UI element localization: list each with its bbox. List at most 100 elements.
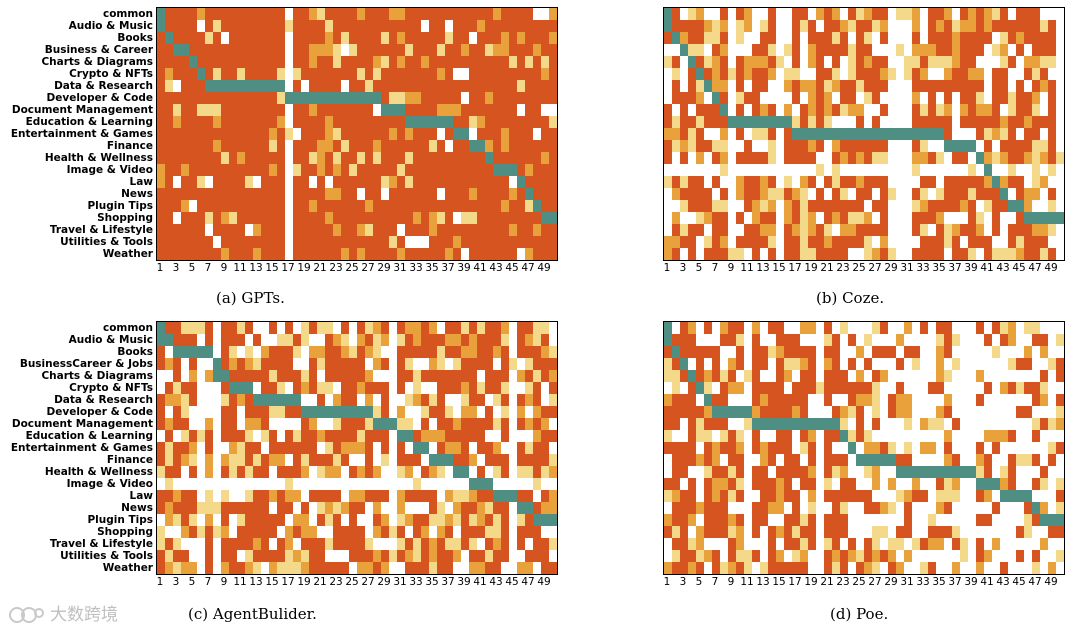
heatmap-cell [1024,526,1033,539]
heatmap-cell [1008,20,1017,33]
heatmap-cell [229,478,238,491]
heatmap-cell [381,212,390,225]
heatmap-cell [672,140,681,153]
heatmap-cell [672,104,681,117]
heatmap-cell [277,200,286,213]
heatmap-cell [792,140,801,153]
heatmap-cell [293,370,302,383]
heatmap-cell [720,140,729,153]
heatmap-cell [896,454,905,467]
heatmap-diagonal-cell [664,334,673,347]
x-tick-label: 15 [265,576,279,588]
heatmap-cell [397,346,406,359]
heatmap-cell [912,334,921,347]
heatmap-cell [792,188,801,201]
heatmap-cell [221,382,230,395]
heatmap-cell [381,140,390,153]
heatmap-cell [976,550,985,563]
x-tick-label: 7 [711,262,719,274]
heatmap-cell [253,370,262,383]
heatmap-cell [349,200,358,213]
heatmap-diagonal-cell [317,92,326,105]
heatmap-cell [405,538,414,551]
heatmap-cell [181,56,190,69]
heatmap-cell [1056,346,1064,359]
heatmap-diagonal-cell [760,116,769,129]
heatmap-cell [1056,128,1064,141]
heatmap-cell [277,68,286,81]
heatmap-cell [213,224,222,237]
heatmap-cell [277,32,286,45]
heatmap-cell [920,442,929,455]
heatmap-cell [936,164,945,177]
heatmap-cell [197,92,206,105]
heatmap-cell [1000,478,1009,491]
heatmap-cell [173,224,182,237]
heatmap-cell [760,442,769,455]
heatmap-diagonal-cell [1024,490,1033,503]
heatmap-diagonal-cell [549,212,557,225]
heatmap-diagonal-cell [776,116,785,129]
heatmap-cell [165,200,174,213]
heatmap-cell [477,550,486,563]
heatmap-cell [832,80,841,93]
heatmap-cell [197,32,206,45]
heatmap-cell [984,322,993,335]
heatmap-cell [1032,526,1041,539]
heatmap-cell [672,490,681,503]
heatmap-cell [816,370,825,383]
heatmap-cell [816,248,825,260]
heatmap-cell [533,382,542,395]
heatmap-cell [984,104,993,117]
heatmap-cell [205,370,214,383]
heatmap-cell [509,550,518,563]
heatmap-cell [1016,394,1025,407]
heatmap-cell [469,164,478,177]
heatmap-cell [517,430,526,443]
heatmap-cell [237,68,246,81]
x-tick-label: 9 [220,576,228,588]
heatmap-cell [517,212,526,225]
heatmap-cell [181,406,190,419]
heatmap-cell [541,406,550,419]
heatmap-cell [325,212,334,225]
heatmap-cell [525,490,534,503]
heatmap-cell [784,382,793,395]
heatmap-cell [816,8,825,21]
heatmap-coze [663,7,1065,261]
heatmap-cell [229,212,238,225]
heatmap-cell [533,248,542,260]
heatmap-cell [245,8,254,21]
heatmap-cell [293,104,302,117]
heatmap-cell [928,550,937,563]
heatmap-cell [237,236,246,249]
heatmap-cell [984,212,993,225]
heatmap-cell [533,562,542,574]
heatmap-cell [245,466,254,479]
x-tick-label: 17 [788,262,802,274]
heatmap-cell [437,394,446,407]
heatmap-cell [1048,334,1057,347]
heatmap-cell [680,322,689,335]
heatmap-diagonal-cell [261,80,270,93]
heatmap-cell [976,68,985,81]
heatmap-cell [696,466,705,479]
heatmap-cell [976,430,985,443]
heatmap-cell [221,502,230,515]
heatmap-cell [968,358,977,371]
heatmap-cell [253,188,262,201]
heatmap-cell [277,502,286,515]
heatmap-cell [189,466,198,479]
heatmap-cell [680,212,689,225]
heatmap-cell [936,490,945,503]
heatmap-cell [976,334,985,347]
heatmap-cell [197,466,206,479]
heatmap-cell [984,236,993,249]
row-labels: common Audio & Music Books Business & Caree… [0,8,153,260]
heatmap-cell [960,44,969,57]
heatmap-cell [936,224,945,237]
row-label: Weather [102,248,153,260]
heatmap-cell [229,430,238,443]
heatmap-cell [229,346,238,359]
heatmap-cell [469,116,478,129]
